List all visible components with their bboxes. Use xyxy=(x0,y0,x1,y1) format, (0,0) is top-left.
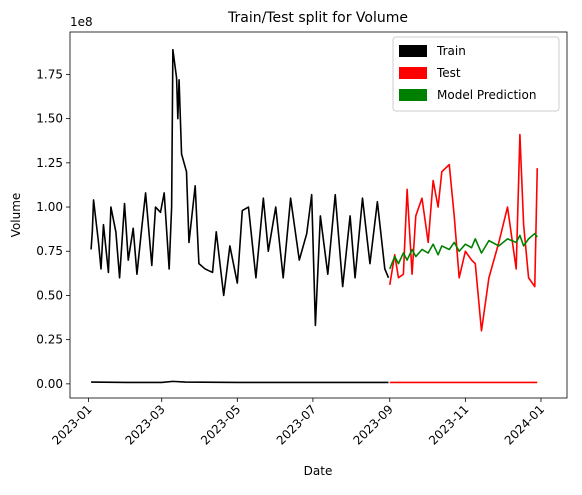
chart-title: Train/Test split for Volume xyxy=(227,10,408,26)
y-axis-label: Volume xyxy=(9,193,23,238)
legend-swatch xyxy=(399,67,427,79)
y-tick-label: 0.75 xyxy=(36,244,63,258)
x-axis-label: Date xyxy=(304,464,333,478)
y-tick-label: 1.50 xyxy=(36,112,63,126)
y-offset-label: 1e8 xyxy=(70,15,93,29)
series-line xyxy=(91,380,389,384)
legend-swatch xyxy=(399,45,427,57)
legend-label: Model Prediction xyxy=(437,88,536,102)
y-tick-label: 0.50 xyxy=(36,288,63,302)
y-tick-label: 1.75 xyxy=(36,67,63,81)
y-tick-label: 1.00 xyxy=(36,200,63,214)
legend-label: Train xyxy=(436,44,466,58)
legend-swatch xyxy=(399,89,427,101)
legend-label: Test xyxy=(436,66,461,80)
y-tick-label: 0.25 xyxy=(36,333,63,347)
y-tick-label: 1.25 xyxy=(36,156,63,170)
plot-frame xyxy=(69,31,568,399)
y-tick-label: 0.00 xyxy=(36,377,63,391)
series-line xyxy=(389,232,538,270)
legend-box xyxy=(392,36,560,112)
series-line xyxy=(90,48,390,327)
